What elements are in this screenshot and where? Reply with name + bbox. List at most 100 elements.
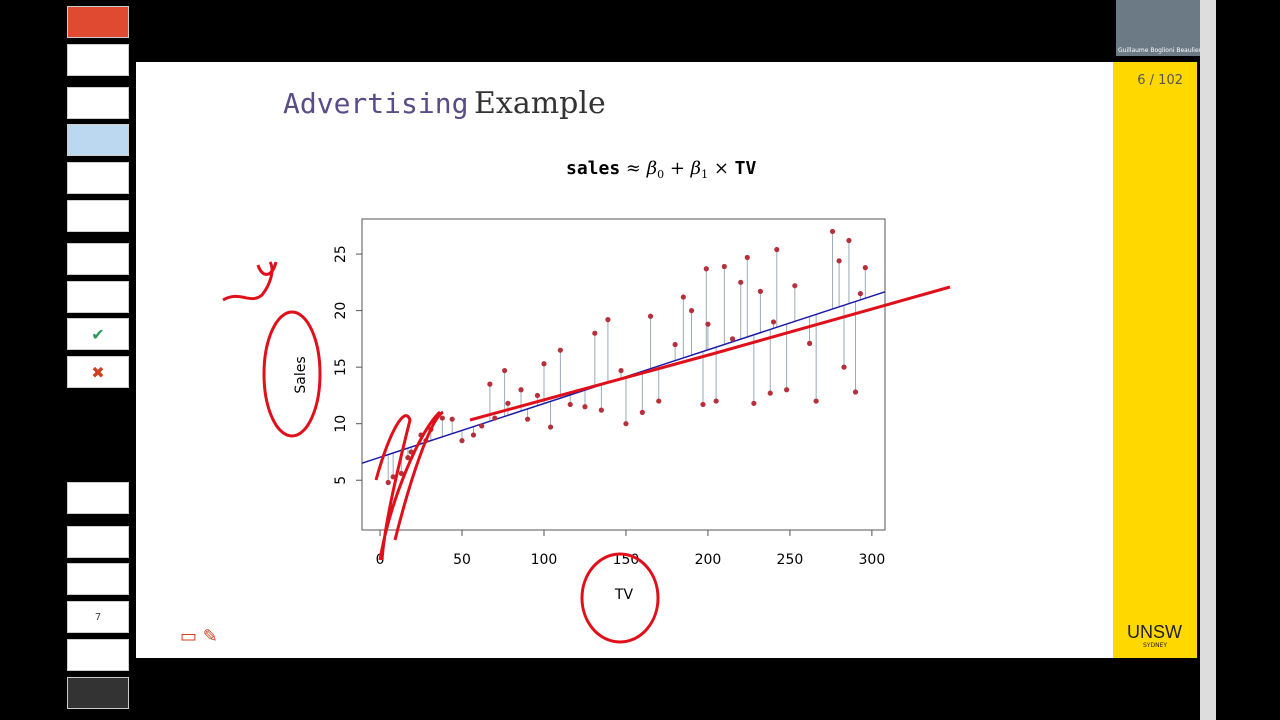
text-highlight[interactable] [67,281,129,313]
point [767,390,773,396]
y-tick-label: 10 [333,415,349,433]
first-page[interactable] [67,482,129,514]
save-button[interactable] [67,44,129,76]
x-axis-label: TV [614,587,634,603]
thumbnail[interactable] [67,677,129,709]
point [385,479,391,486]
point [688,308,695,314]
slide-sidebar: 6 / 102 UNSW SYDNEY [1113,62,1197,658]
scrollbar [1200,0,1216,720]
page-input[interactable]: 7 [67,601,129,633]
point [705,321,711,327]
prev-page[interactable] [67,563,129,595]
point [680,294,686,300]
slide-tools[interactable]: ▭ ✎ [180,626,218,647]
search[interactable] [67,526,129,558]
thin-pen[interactable] [67,87,129,119]
point [647,313,654,319]
point [582,404,588,410]
formula: sales ≈ β0 + β1 × TV [566,158,756,183]
accept[interactable]: ✔ [67,318,129,350]
point [390,474,396,480]
formula-sub: 0 [657,168,664,181]
red-pen[interactable] [67,124,129,156]
point [744,254,750,261]
formula-sub: 1 [701,168,708,181]
x-tick-label: 250 [777,552,804,568]
point [770,319,777,325]
point [492,415,498,421]
point [703,266,709,272]
point [700,401,706,408]
plot-frame [361,218,886,531]
point [806,340,813,346]
x-tick-label: 100 [531,552,558,568]
point [405,455,411,461]
point [541,361,547,367]
x-tick-label: 50 [453,552,471,568]
point [592,330,598,336]
y-tick-label: 20 [333,302,349,320]
point [784,387,790,393]
point [459,438,465,444]
point [449,416,455,422]
y-tick-label: 25 [333,245,349,263]
point [598,407,604,413]
highlighter[interactable] [67,162,129,194]
logo-sub: SYDNEY [1143,642,1168,649]
point [618,367,624,374]
y-tick-label: 15 [333,358,349,376]
point [534,392,541,399]
formula-predictor: TV [735,158,757,179]
webcam: Guillaume Boglioni Beaulieu [1116,0,1214,56]
point [836,258,842,264]
eraser[interactable] [67,200,129,232]
point [846,237,852,244]
point [557,347,563,353]
title: Example [474,86,606,121]
point [862,265,868,271]
title-code: Advertising [283,87,468,120]
ink-annotations [222,261,951,644]
point [729,336,736,342]
reject[interactable]: ✖ [67,356,129,388]
next-page[interactable] [67,639,129,671]
point [774,246,780,253]
slide [136,62,1113,658]
page-number: 6 / 102 [1137,73,1183,88]
point [852,389,859,395]
point [547,424,554,430]
point [439,415,445,421]
x-tick-label: 200 [695,552,722,568]
point [656,398,662,404]
point [751,400,757,406]
point [479,423,485,429]
formula-part: ≈ β [626,158,657,179]
point [672,341,678,348]
point [605,317,611,323]
point [487,381,493,387]
point [524,416,531,422]
point [829,228,836,235]
formula-part: + β [670,158,701,179]
point [567,401,573,408]
formula-response: sales [566,158,620,179]
point [757,288,763,294]
point [470,432,477,438]
text-tool[interactable] [67,243,129,275]
y-axis-label: Sales [293,356,309,393]
point [738,279,744,285]
point [623,421,629,427]
point [502,367,508,374]
participant-name: Guillaume Boglioni Beaulieu [1118,47,1203,54]
formula-part: × [714,158,729,179]
pen-tool[interactable] [67,6,129,38]
point [721,263,727,270]
point [857,291,864,297]
point [639,409,645,415]
point [841,364,847,370]
point [505,400,511,406]
point [713,398,719,404]
